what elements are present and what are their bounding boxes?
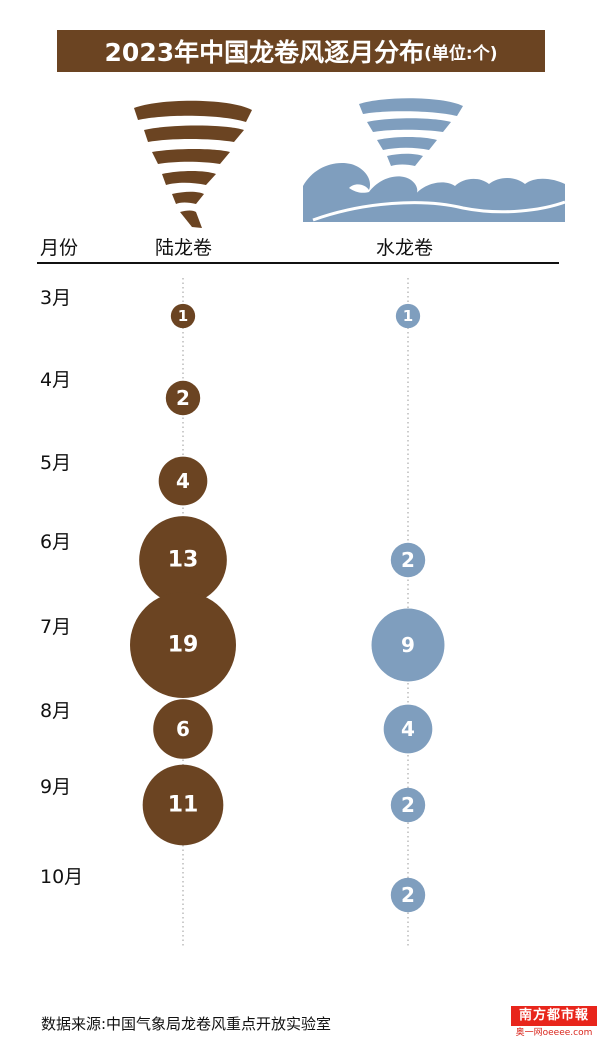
bubble-value-label: 6 (176, 717, 190, 741)
land-tornado-icon (134, 100, 252, 228)
chart-title-bar: 2023年中国龙卷风逐月分布 (单位:个) (57, 30, 545, 72)
data-source-note: 数据来源:中国气象局龙卷风重点开放实验室 (41, 1015, 332, 1033)
bubble-value-label: 9 (401, 633, 415, 657)
water-tornado-bubble (390, 877, 426, 913)
month-label: 9月 (40, 776, 71, 798)
bubble-value-label: 4 (176, 469, 190, 493)
month-label: 8月 (40, 700, 71, 722)
month-label: 6月 (40, 531, 71, 553)
month-label: 4月 (40, 369, 71, 391)
land-tornado-bubble (130, 592, 236, 698)
waterspout-wave-icon (303, 98, 565, 222)
bubble-value-label: 13 (168, 548, 199, 573)
chart-title: 2023年中国龙卷风逐月分布 (104, 38, 425, 67)
water-tornado-bubble (395, 303, 421, 329)
newspaper-logo: 南方都市報 奥一网oeeee.com (511, 1006, 597, 1042)
bubble-value-label: 2 (401, 548, 415, 572)
water-tornado-bubble (371, 608, 445, 682)
land-tornado-bubble (142, 764, 224, 846)
land-tornado-bubble (158, 456, 208, 506)
land-tornado-bubble (165, 380, 201, 416)
month-label: 5月 (40, 452, 71, 474)
land-tornado-bubble (170, 303, 196, 329)
bubble-value-label: 11 (168, 793, 199, 818)
month-column-header: 月份 (40, 237, 79, 259)
water-tornado-bubble (383, 704, 433, 754)
bubble-value-label: 1 (178, 307, 188, 325)
logo-text: 南方都市報 (511, 1006, 597, 1026)
bubble-value-label: 2 (401, 883, 415, 907)
land-tornado-bubble (153, 699, 213, 759)
bubble-value-label: 4 (401, 717, 415, 741)
water-column-header: 水龙卷 (376, 237, 434, 259)
bubble-value-label: 1 (403, 307, 413, 325)
bubble-value-label: 2 (176, 386, 190, 410)
chart-unit: (单位:个) (424, 43, 498, 64)
logo-subtext: 奥一网oeeee.com (515, 1028, 593, 1038)
month-label: 7月 (40, 616, 71, 638)
header-rule (37, 262, 559, 264)
month-label: 3月 (40, 287, 71, 309)
water-tornado-bubble (390, 787, 426, 823)
land-column-header: 陆龙卷 (155, 237, 213, 259)
bubble-value-label: 19 (168, 633, 199, 658)
bubble-value-label: 2 (401, 793, 415, 817)
land-tornado-bubble (139, 516, 227, 604)
water-tornado-bubble (390, 542, 426, 578)
month-label: 10月 (40, 866, 83, 888)
